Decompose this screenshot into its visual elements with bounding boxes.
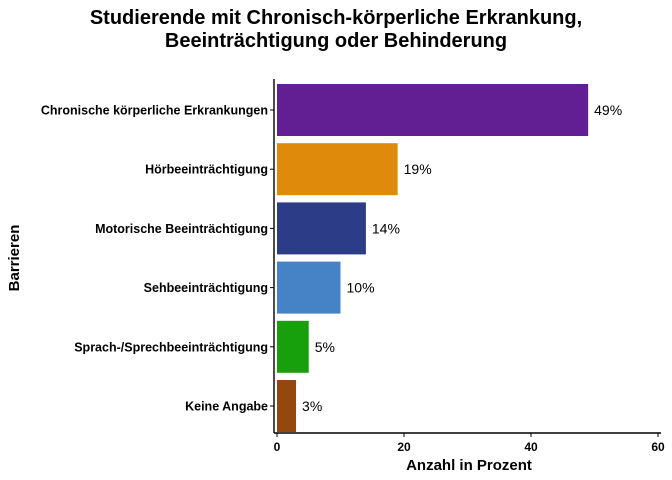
chart-title-line-2: Beeinträchtigung oder Behinderung bbox=[165, 30, 507, 52]
x-tick-label: 20 bbox=[397, 440, 411, 454]
value-label: 5% bbox=[315, 339, 335, 355]
bar bbox=[277, 84, 589, 136]
bar bbox=[277, 202, 366, 255]
y-axis-title: Barrieren bbox=[6, 225, 23, 292]
x-tick-label: 40 bbox=[524, 440, 538, 454]
category-label: Sehbeeinträchtigung bbox=[144, 281, 268, 295]
category-label: Chronische körperliche Erkrankungen bbox=[41, 104, 268, 118]
bar bbox=[277, 261, 341, 314]
category-label: Motorische Beeinträchtigung bbox=[95, 222, 268, 236]
value-label: 19% bbox=[404, 161, 432, 177]
category-label: Keine Angabe bbox=[185, 400, 268, 414]
value-label: 49% bbox=[594, 102, 622, 118]
value-label: 3% bbox=[302, 398, 322, 414]
category-labels-layer: Chronische körperliche Erkrankungen Hörbe… bbox=[41, 104, 268, 414]
category-label: Sprach-/Sprechbeeinträchtigung bbox=[74, 340, 268, 354]
category-label: Hörbeeinträchtigung bbox=[145, 163, 268, 177]
bars-layer bbox=[277, 84, 589, 432]
value-label: 14% bbox=[372, 220, 400, 236]
value-label: 10% bbox=[347, 280, 375, 296]
bar bbox=[277, 143, 398, 196]
x-axis-title: Anzahl in Prozent bbox=[406, 457, 532, 474]
bar bbox=[277, 320, 309, 373]
x-tick-label: 0 bbox=[274, 440, 281, 454]
value-labels-layer: 49% 19% 14% 10% 5% 3% bbox=[302, 102, 622, 414]
chart-title-line-1: Studierende mit Chronisch-körperliche Er… bbox=[90, 7, 582, 29]
bar bbox=[277, 380, 297, 432]
x-tick-label: 60 bbox=[651, 440, 665, 454]
